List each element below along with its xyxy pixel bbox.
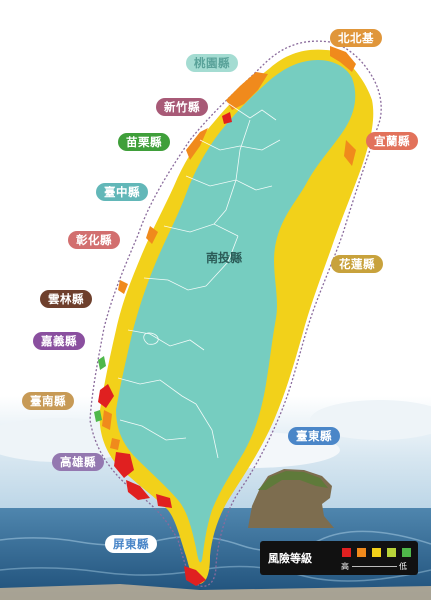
center-county-label: 南投縣 (206, 251, 243, 265)
legend-swatch-level-5 (402, 548, 411, 557)
county-label-yunlin: 雲林縣 (40, 290, 92, 308)
county-label-taoyuan: 桃園縣 (186, 54, 238, 72)
risk-zone-orange (226, 72, 268, 110)
risk-zone-orange (344, 140, 356, 166)
legend-swatch-level-4 (387, 548, 396, 557)
risk-zone-red (98, 384, 114, 408)
risk-zone-red (222, 112, 232, 124)
county-label-changhua: 彰化縣 (68, 231, 120, 249)
cloud (310, 400, 431, 440)
risk-zone-orange (102, 410, 112, 430)
county-label-chiayi: 嘉義縣 (33, 332, 85, 350)
rock-island-green (258, 471, 328, 490)
county-label-taitung: 臺東縣 (288, 427, 340, 445)
county-label-hualien: 花蓮縣 (331, 255, 383, 273)
county-label-tainan: 臺南縣 (22, 392, 74, 410)
risk-zone-red (114, 452, 134, 478)
county-label-beibeiji: 北北基 (330, 29, 382, 47)
risk-zone-red (156, 494, 172, 508)
risk-zone-orange (146, 226, 158, 244)
shore (0, 584, 431, 600)
risk-zone-orange (118, 280, 128, 294)
interior-region (116, 60, 356, 563)
legend-swatch-level-3 (372, 548, 381, 557)
county-label-kaohsiung: 高雄縣 (52, 453, 104, 471)
risk-zone-green (98, 356, 106, 370)
county-label-miaoli: 苗栗縣 (118, 133, 170, 151)
risk-zone-orange (330, 46, 356, 72)
risk-legend: 風險等級 高 低 (260, 541, 418, 575)
county-label-taichung: 臺中縣 (96, 183, 148, 201)
county-label-pingtung: 屏東縣 (105, 535, 157, 553)
county-boundaries (117, 101, 281, 459)
legend-arrow (352, 566, 397, 567)
legend-title: 風險等級 (268, 552, 312, 565)
risk-zone-orange (110, 438, 120, 450)
risk-zone-red (126, 480, 150, 500)
risk-zone-red (184, 566, 206, 586)
county-label-hsinchu: 新竹縣 (156, 98, 208, 116)
county-label-yilan: 宜蘭縣 (366, 132, 418, 150)
risk-zone-green (94, 410, 102, 422)
legend-low-label: 低 (399, 562, 407, 571)
legend-high-label: 高 (341, 562, 349, 571)
legend-swatch-level-2 (357, 548, 366, 557)
risk-zone-orange (186, 128, 208, 160)
legend-swatch-level-1 (342, 548, 351, 557)
